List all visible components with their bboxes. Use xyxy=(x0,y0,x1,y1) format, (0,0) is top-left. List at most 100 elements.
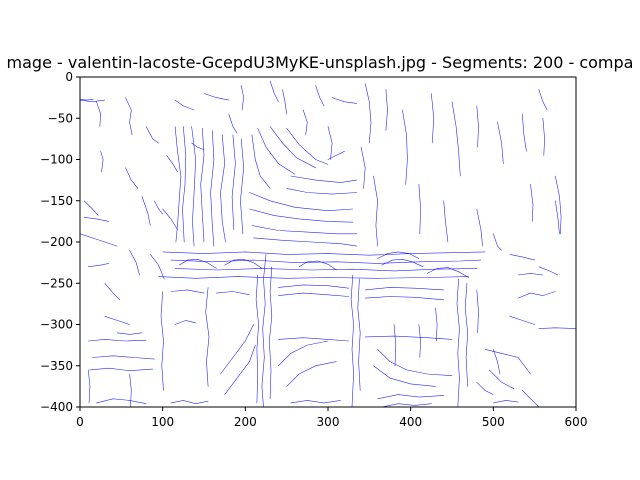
segment-line-44 xyxy=(364,335,453,340)
segment-line-28 xyxy=(261,254,267,407)
segment-line-59 xyxy=(88,369,91,404)
segment-line-60 xyxy=(129,373,132,407)
segment-line-105 xyxy=(129,250,140,276)
segment-line-56 xyxy=(170,400,209,405)
segment-line-23 xyxy=(381,258,424,268)
segment-line-45 xyxy=(278,340,329,367)
segment-line-10 xyxy=(269,126,316,169)
segment-line-94 xyxy=(554,200,560,235)
y-tick-label: −100 xyxy=(40,153,73,167)
segment-line-49 xyxy=(377,394,445,400)
segment-line-107 xyxy=(162,208,178,230)
segment-line-77 xyxy=(240,85,245,111)
segment-line-99 xyxy=(373,175,378,247)
segment-line-98 xyxy=(492,233,502,251)
segment-line-106 xyxy=(141,196,151,226)
segment-line-48 xyxy=(373,365,436,387)
y-tick-label: −150 xyxy=(40,194,73,208)
segment-line-96 xyxy=(443,200,449,243)
segment-line-109 xyxy=(154,200,163,215)
segment-line-72 xyxy=(145,126,159,144)
segment-line-89 xyxy=(521,113,527,152)
segment-line-73 xyxy=(100,151,104,173)
segment-line-11 xyxy=(286,127,329,165)
segment-line-115 xyxy=(418,324,421,358)
segment-line-104 xyxy=(104,282,120,301)
segment-line-92 xyxy=(530,184,534,222)
segment-line-34 xyxy=(464,282,469,387)
segment-line-55 xyxy=(96,398,147,405)
segment-line-19 xyxy=(170,259,482,264)
segment-line-51 xyxy=(224,344,256,395)
segment-line-62 xyxy=(484,348,531,375)
segment-line-76 xyxy=(203,93,230,101)
segment-line-97 xyxy=(476,208,483,247)
segment-line-65 xyxy=(538,327,576,329)
segment-line-29 xyxy=(268,266,273,400)
segment-line-36 xyxy=(160,291,164,391)
y-tick-label: −300 xyxy=(40,318,73,332)
segment-line-12 xyxy=(249,192,354,212)
y-tick-label: −250 xyxy=(40,276,73,290)
segment-line-82 xyxy=(364,83,372,144)
segment-line-32 xyxy=(357,278,361,391)
segment-line-75 xyxy=(174,99,195,111)
segment-line-38 xyxy=(278,292,350,297)
segment-line-88 xyxy=(497,122,504,164)
segment-line-93 xyxy=(554,175,562,235)
segment-line-127 xyxy=(191,142,205,150)
segment-line-120 xyxy=(492,348,501,375)
segment-line-58 xyxy=(381,403,432,407)
y-tick-label: −200 xyxy=(40,235,73,249)
segment-line-9 xyxy=(257,127,296,175)
segment-line-103 xyxy=(88,263,110,268)
segment-line-125 xyxy=(302,109,308,136)
segment-line-126 xyxy=(228,113,238,134)
segment-line-124 xyxy=(327,126,333,160)
segment-line-1 xyxy=(182,126,187,243)
segment-line-85 xyxy=(430,93,435,144)
segment-line-31 xyxy=(350,274,354,407)
x-tick-label: 300 xyxy=(317,415,340,429)
segment-line-81 xyxy=(331,97,358,104)
segment-line-119 xyxy=(538,266,559,276)
y-axis: 0 −50 −100 −150 −200 −250 −300 −350 −400 xyxy=(40,70,80,414)
chart-title: mage - valentin-lacoste-GcepdU3MyKE-unsp… xyxy=(7,53,634,72)
segment-line-6 xyxy=(231,134,236,230)
segment-line-110 xyxy=(83,200,99,216)
segment-line-87 xyxy=(476,105,479,148)
segment-line-18 xyxy=(162,251,486,256)
segment-line-0 xyxy=(174,126,182,243)
segment-line-30 xyxy=(255,274,259,404)
segment-line-71 xyxy=(125,97,133,136)
segment-line-112 xyxy=(104,315,130,325)
segment-line-78 xyxy=(269,80,279,103)
segment-line-33 xyxy=(456,278,460,407)
segment-line-84 xyxy=(402,109,408,185)
x-tick-label: 0 xyxy=(76,415,84,429)
segment-line-40 xyxy=(364,296,445,301)
segment-line-57 xyxy=(290,400,341,404)
segment-line-22 xyxy=(377,251,420,259)
segment-line-63 xyxy=(488,369,515,390)
segment-line-116 xyxy=(435,307,438,342)
segment-line-26 xyxy=(298,260,337,271)
segment-line-122 xyxy=(492,400,519,404)
segment-line-20 xyxy=(174,268,478,272)
segment-line-15 xyxy=(253,237,358,247)
segment-line-24 xyxy=(178,258,217,269)
segment-line-27 xyxy=(426,267,469,278)
y-tick-label: 0 xyxy=(65,70,73,84)
segment-line-50 xyxy=(220,324,254,375)
segment-line-37 xyxy=(278,284,350,289)
x-tick-label: 500 xyxy=(482,415,505,429)
segment-line-4 xyxy=(210,130,215,247)
segment-line-101 xyxy=(80,233,118,247)
segment-line-14 xyxy=(251,225,358,235)
segment-line-46 xyxy=(286,361,337,387)
x-tick-label: 200 xyxy=(234,415,257,429)
segment-line-42 xyxy=(216,291,250,296)
segment-line-67 xyxy=(521,390,540,407)
segment-line-86 xyxy=(451,101,461,177)
segment-line-43 xyxy=(278,337,350,342)
